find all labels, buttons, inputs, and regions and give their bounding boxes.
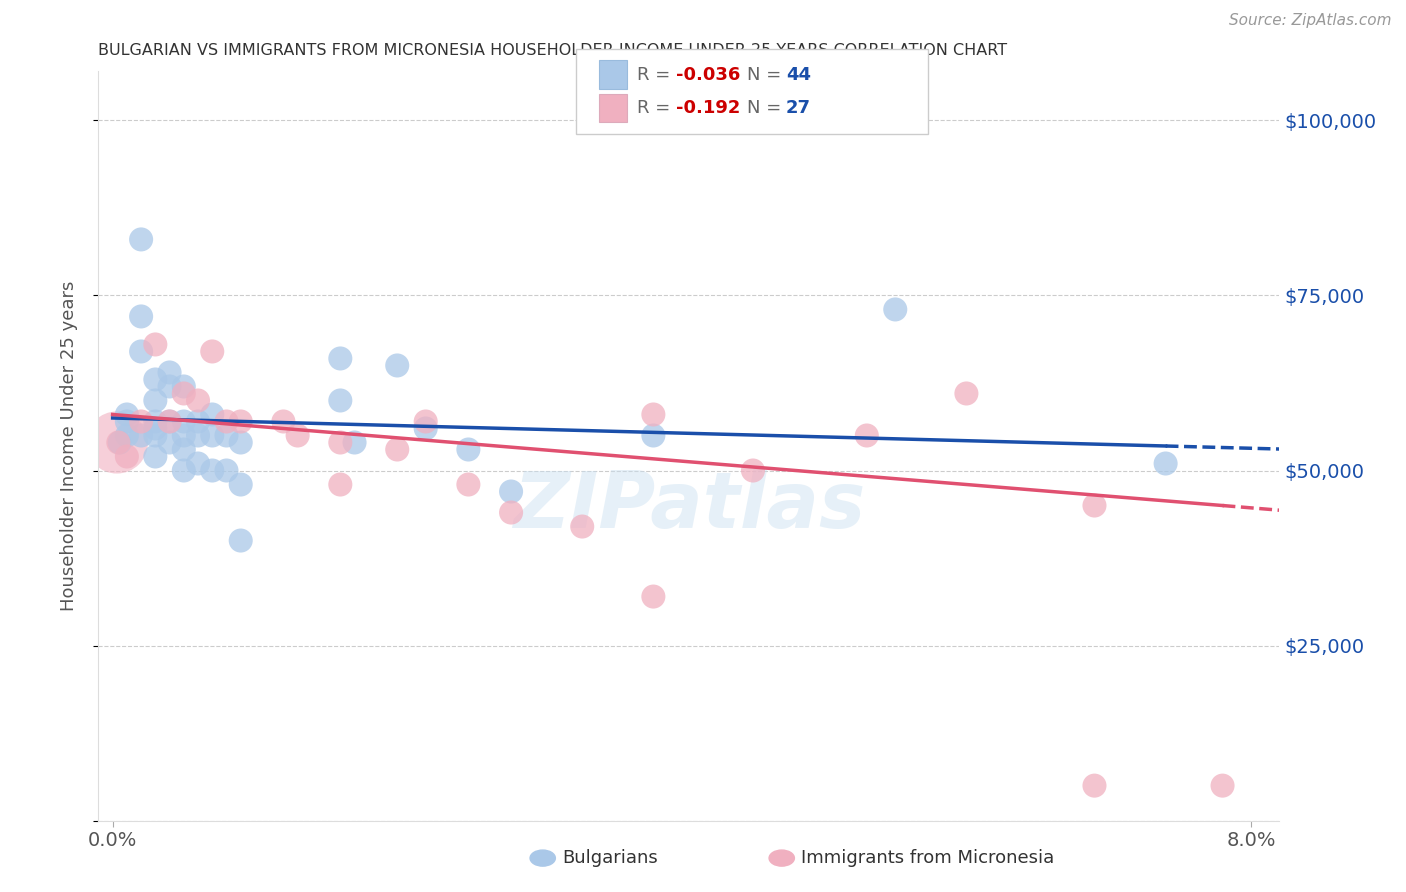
- Point: [329, 393, 352, 408]
- Point: [742, 463, 765, 477]
- Text: N =: N =: [747, 99, 786, 117]
- Point: [173, 386, 195, 401]
- Point: [187, 457, 209, 471]
- Point: [173, 415, 195, 429]
- Point: [173, 428, 195, 442]
- Point: [415, 421, 437, 435]
- Point: [229, 435, 252, 450]
- Point: [173, 442, 195, 457]
- Point: [187, 415, 209, 429]
- Point: [229, 415, 252, 429]
- Text: 44: 44: [786, 66, 811, 84]
- Point: [1083, 779, 1105, 793]
- Point: [415, 415, 437, 429]
- Point: [643, 428, 665, 442]
- Point: [187, 428, 209, 442]
- Point: [129, 310, 152, 324]
- Point: [173, 379, 195, 393]
- Point: [856, 428, 879, 442]
- Point: [884, 302, 907, 317]
- Point: [201, 344, 224, 359]
- Point: [201, 408, 224, 422]
- Point: [107, 435, 129, 450]
- Point: [143, 415, 166, 429]
- Point: [143, 428, 166, 442]
- Point: [329, 435, 352, 450]
- Point: [143, 450, 166, 464]
- Point: [143, 421, 166, 435]
- Point: [499, 484, 522, 499]
- Point: [215, 415, 238, 429]
- Text: BULGARIAN VS IMMIGRANTS FROM MICRONESIA HOUSEHOLDER INCOME UNDER 25 YEARS CORREL: BULGARIAN VS IMMIGRANTS FROM MICRONESIA …: [98, 43, 1008, 58]
- Point: [115, 408, 138, 422]
- Point: [159, 415, 181, 429]
- Text: Immigrants from Micronesia: Immigrants from Micronesia: [801, 849, 1054, 867]
- Point: [105, 435, 128, 450]
- Point: [343, 435, 366, 450]
- Point: [187, 393, 209, 408]
- Point: [387, 442, 409, 457]
- Point: [201, 428, 224, 442]
- Point: [159, 379, 181, 393]
- Text: R =: R =: [637, 99, 676, 117]
- Text: -0.192: -0.192: [676, 99, 741, 117]
- Point: [173, 463, 195, 477]
- Point: [115, 450, 138, 464]
- Point: [108, 435, 131, 450]
- Y-axis label: Householder Income Under 25 years: Householder Income Under 25 years: [59, 281, 77, 611]
- Point: [499, 506, 522, 520]
- Point: [273, 415, 295, 429]
- Text: N =: N =: [747, 66, 786, 84]
- Point: [229, 477, 252, 491]
- Point: [571, 519, 593, 533]
- Point: [1154, 457, 1177, 471]
- Text: ZIPatlas: ZIPatlas: [513, 468, 865, 544]
- Point: [329, 351, 352, 366]
- Text: R =: R =: [637, 66, 676, 84]
- Point: [115, 415, 138, 429]
- Text: Bulgarians: Bulgarians: [562, 849, 658, 867]
- Point: [287, 428, 309, 442]
- Text: 27: 27: [786, 99, 811, 117]
- Point: [143, 393, 166, 408]
- Point: [159, 366, 181, 380]
- Point: [387, 359, 409, 373]
- Point: [1212, 779, 1234, 793]
- Point: [129, 232, 152, 246]
- Point: [643, 590, 665, 604]
- Point: [129, 344, 152, 359]
- Point: [457, 477, 479, 491]
- Point: [1083, 499, 1105, 513]
- Point: [159, 435, 181, 450]
- Point: [129, 428, 152, 442]
- Point: [143, 372, 166, 386]
- Point: [143, 337, 166, 351]
- Point: [955, 386, 977, 401]
- Point: [215, 463, 238, 477]
- Point: [229, 533, 252, 548]
- Point: [215, 428, 238, 442]
- Point: [129, 415, 152, 429]
- Point: [457, 442, 479, 457]
- Point: [329, 477, 352, 491]
- Text: Source: ZipAtlas.com: Source: ZipAtlas.com: [1229, 13, 1392, 29]
- Point: [159, 415, 181, 429]
- Point: [201, 463, 224, 477]
- Text: -0.036: -0.036: [676, 66, 741, 84]
- Point: [115, 428, 138, 442]
- Point: [643, 408, 665, 422]
